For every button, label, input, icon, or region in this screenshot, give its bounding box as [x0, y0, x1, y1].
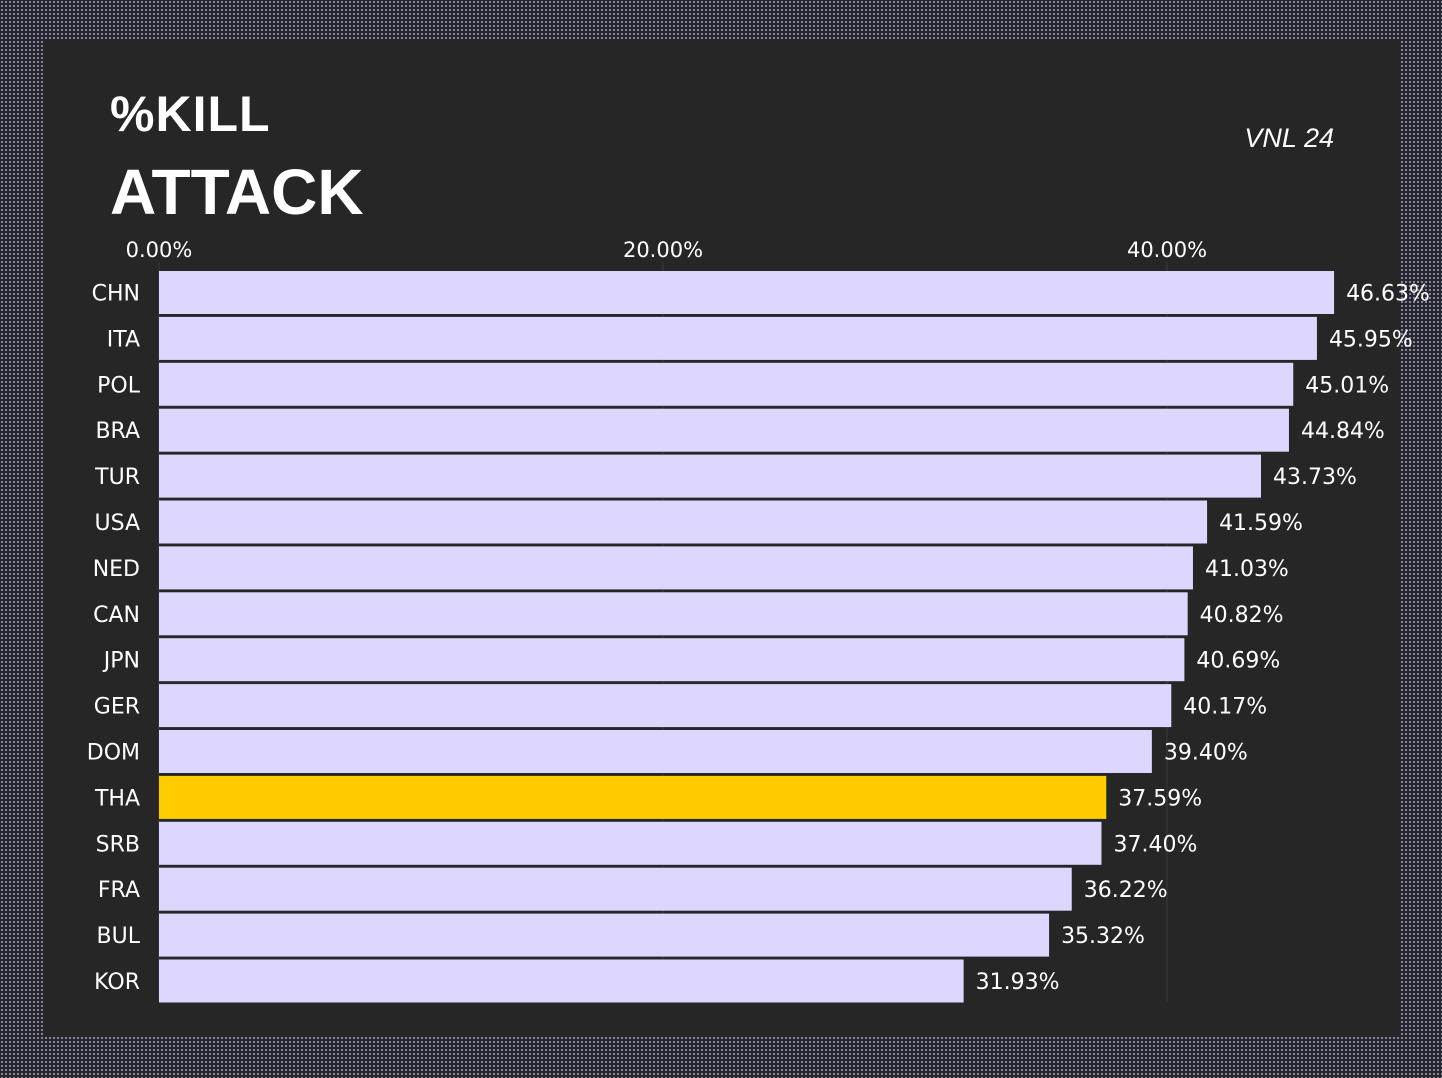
- chart-title-line1: %KILL: [110, 86, 271, 142]
- bar-kor: [159, 959, 964, 1003]
- bar-jpn: [159, 638, 1185, 682]
- value-label: 40.69%: [1196, 649, 1280, 674]
- bar-chn: [159, 271, 1335, 314]
- value-label: 31.93%: [976, 970, 1060, 995]
- bar-tur: [159, 454, 1261, 498]
- value-label: 35.32%: [1061, 924, 1145, 949]
- category-label: GER: [94, 695, 140, 720]
- bar-pol: [159, 362, 1294, 406]
- value-label: 45.01%: [1305, 373, 1389, 398]
- bar-dom: [159, 730, 1152, 773]
- x-tick-label: 40.00%: [1127, 238, 1207, 262]
- category-label: NED: [93, 557, 140, 582]
- value-label: 37.40%: [1113, 832, 1197, 857]
- bar-ita: [159, 316, 1317, 360]
- chart-subtitle: VNL 24: [1244, 123, 1334, 153]
- value-label: 40.82%: [1200, 603, 1284, 628]
- bar-ger: [159, 684, 1172, 728]
- category-label: USA: [94, 511, 140, 536]
- value-label: 45.95%: [1329, 327, 1413, 352]
- value-label: 40.17%: [1183, 695, 1267, 720]
- category-label: SRB: [96, 832, 140, 857]
- value-label: 43.73%: [1273, 465, 1357, 490]
- category-label: THA: [94, 786, 140, 811]
- category-label: TUR: [94, 465, 140, 490]
- bar-fra: [159, 867, 1072, 911]
- category-label: POL: [97, 373, 141, 398]
- category-label: BRA: [95, 419, 140, 444]
- category-label: ITA: [107, 327, 140, 352]
- category-label: CHN: [92, 282, 140, 307]
- x-tick-label: 20.00%: [623, 238, 703, 262]
- bar-bra: [159, 408, 1289, 452]
- bar-usa: [159, 500, 1208, 544]
- category-label: BUL: [97, 924, 141, 949]
- bar-tha: [159, 775, 1107, 819]
- value-label: 46.63%: [1346, 282, 1430, 307]
- bar-srb: [159, 821, 1102, 865]
- bar-bul: [159, 913, 1050, 957]
- value-label: 44.84%: [1301, 419, 1385, 444]
- category-label: KOR: [94, 970, 140, 995]
- value-label: 37.59%: [1118, 786, 1202, 811]
- value-label: 39.40%: [1164, 741, 1248, 766]
- chart-title-line2: ATTACK: [110, 156, 364, 228]
- category-label: JPN: [102, 649, 140, 674]
- category-label: CAN: [93, 603, 140, 628]
- category-label: FRA: [98, 878, 140, 903]
- x-tick-label: 0.00%: [126, 238, 193, 262]
- value-label: 41.59%: [1219, 511, 1303, 536]
- value-label: 36.22%: [1084, 878, 1168, 903]
- bar-ned: [159, 546, 1193, 590]
- value-label: 41.03%: [1205, 557, 1289, 582]
- bar-can: [159, 592, 1188, 636]
- category-label: DOM: [87, 741, 140, 766]
